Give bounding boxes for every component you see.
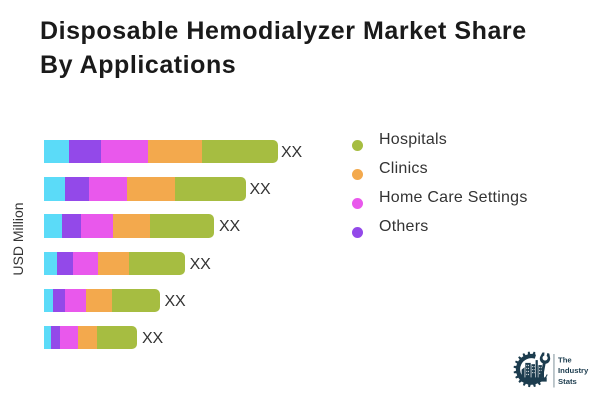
svg-text:Stats: Stats bbox=[558, 377, 577, 386]
svg-text:The: The bbox=[558, 356, 572, 365]
svg-text:Industry: Industry bbox=[558, 366, 589, 375]
